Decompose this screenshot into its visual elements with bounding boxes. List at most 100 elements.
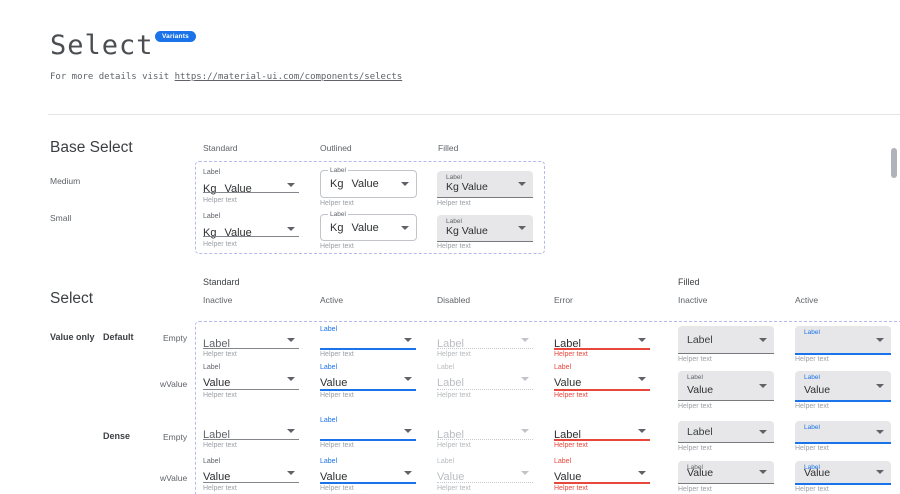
dropdown-arrow-icon	[401, 182, 409, 186]
select-sheet-heading: Select	[50, 290, 94, 307]
page-title: Select	[50, 30, 154, 61]
helper-text: Helper text	[203, 241, 237, 248]
dropdown-arrow-icon	[876, 470, 884, 474]
select-trigger[interactable]: Value	[554, 373, 650, 389]
helper-text: Helper text	[203, 392, 237, 399]
subtitle-text: For more details visit	[50, 72, 175, 82]
field-label: Label	[328, 167, 348, 174]
select-trigger[interactable]: Kg Value	[203, 179, 299, 195]
select-default-wvalue-standard-active: Label Value Helper text	[320, 364, 416, 402]
select-dense-wvalue-standard-error: Label Value Helper text	[554, 458, 650, 494]
select-trigger[interactable]: Label Kg Value	[320, 211, 417, 241]
field-value: Value	[554, 377, 582, 389]
select-dense-empty-filled-active: Label Helper text	[795, 421, 891, 455]
select-trigger[interactable]: Label	[203, 334, 299, 350]
select-trigger[interactable]: Label Kg Value	[437, 215, 533, 242]
select-trigger[interactable]	[320, 334, 416, 348]
field-value: Kg Value	[446, 181, 488, 193]
field-label: Label	[320, 326, 338, 333]
state-standard-inactive: Inactive	[203, 295, 233, 305]
field-underline	[437, 439, 533, 440]
dropdown-arrow-icon	[638, 429, 646, 433]
helper-text: Helper text	[678, 403, 712, 410]
select-dense-empty-standard-error: Label Helper text	[554, 417, 650, 452]
select-trigger[interactable]: Kg Value	[203, 223, 299, 239]
base-select-standard-small: Label Kg Value Helper text	[203, 213, 299, 251]
field-value: Value	[554, 471, 582, 483]
field-underline	[203, 236, 299, 237]
field-value-row: Kg Value	[330, 215, 379, 240]
helper-text: Helper text	[678, 486, 712, 493]
select-trigger[interactable]: Value	[203, 467, 299, 483]
select-trigger[interactable]: Label	[678, 421, 774, 443]
row-variant-empty-2: Empty	[163, 432, 188, 442]
select-trigger[interactable]: Label Value	[795, 371, 891, 402]
helper-text: Helper text	[795, 403, 829, 410]
select-trigger[interactable]: Value	[437, 467, 533, 483]
select-trigger[interactable]: Label	[437, 425, 533, 441]
group-filled: Filled	[678, 277, 700, 287]
dropdown-arrow-icon	[759, 429, 767, 434]
select-trigger[interactable]: Value	[554, 467, 650, 483]
field-label: Label	[203, 169, 221, 176]
field-underline	[203, 348, 299, 349]
variants-badge[interactable]: Variants	[155, 31, 196, 42]
field-label: Label	[804, 329, 820, 336]
field-value: Label	[437, 377, 464, 389]
field-value: Value	[804, 384, 831, 396]
select-trigger[interactable]	[320, 425, 416, 439]
select-trigger[interactable]: Value	[320, 373, 416, 389]
select-trigger[interactable]: Value	[203, 373, 299, 389]
select-trigger[interactable]: Label	[437, 334, 533, 350]
select-trigger[interactable]: Value	[320, 467, 416, 483]
select-default-empty-standard-inactive: Label Helper text	[203, 326, 299, 361]
field-label: Label	[554, 364, 572, 371]
dropdown-arrow-icon	[876, 383, 884, 388]
docs-link[interactable]: https://material-ui.com/components/selec…	[174, 72, 403, 82]
group-standard: Standard	[203, 277, 240, 287]
field-underline	[320, 439, 416, 441]
field-label: Label	[446, 174, 462, 181]
select-default-empty-standard-disabled: Label Helper text	[437, 326, 533, 361]
field-value: Value	[224, 183, 252, 195]
select-trigger[interactable]: Label	[203, 425, 299, 441]
field-underline	[437, 389, 533, 390]
select-trigger[interactable]: Label	[795, 326, 891, 355]
header-divider	[48, 114, 900, 115]
select-trigger[interactable]: Label Kg Value	[437, 171, 533, 198]
select-trigger[interactable]: Label	[437, 373, 533, 389]
field-label: Label	[437, 364, 455, 371]
helper-text: Helper text	[203, 485, 237, 492]
select-trigger[interactable]: Label	[678, 326, 774, 354]
dropdown-arrow-icon	[759, 470, 767, 474]
field-label: Label	[203, 364, 221, 371]
dropdown-arrow-icon	[521, 338, 529, 342]
dropdown-arrow-icon	[518, 182, 526, 186]
field-underline	[554, 439, 650, 441]
select-dense-wvalue-filled-active: Label Value Helper text	[795, 461, 891, 494]
select-trigger[interactable]: Label Value	[795, 461, 891, 485]
select-dense-empty-standard-active: Label Helper text	[320, 417, 416, 452]
select-default-empty-filled-inactive: Label Helper text	[678, 326, 774, 366]
select-trigger[interactable]: Label	[554, 334, 650, 350]
select-trigger[interactable]: Label Value	[678, 461, 774, 484]
dropdown-arrow-icon	[638, 377, 646, 381]
row-variant-wvalue-1: wValue	[160, 379, 188, 389]
field-label: Label	[804, 464, 820, 471]
select-dense-empty-filled-inactive: Label Helper text	[678, 421, 774, 455]
helper-text: Helper text	[320, 485, 354, 492]
state-standard-error: Error	[554, 295, 573, 305]
field-underline	[203, 439, 299, 440]
field-label: Label	[320, 417, 338, 424]
select-trigger[interactable]: Label	[795, 421, 891, 444]
scrollbar-thumb[interactable]	[891, 148, 897, 178]
field-value: Value	[351, 221, 379, 234]
dropdown-arrow-icon	[404, 471, 412, 475]
select-trigger[interactable]: Label Value	[678, 371, 774, 401]
field-label: Label	[687, 464, 703, 471]
helper-text: Helper text	[437, 200, 471, 207]
select-trigger[interactable]: Label	[554, 425, 650, 441]
row-group-dense: Dense	[103, 431, 131, 441]
base-select-outlined-medium: Label Kg Value Helper text	[320, 167, 417, 210]
select-trigger[interactable]: Label Kg Value	[320, 167, 417, 198]
